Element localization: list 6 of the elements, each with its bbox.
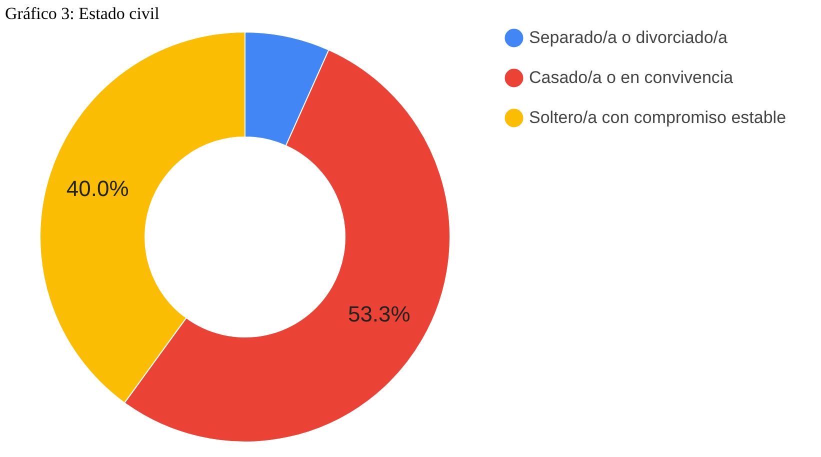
data-label: 53.3% — [348, 302, 410, 327]
legend-label: Separado/a o divorciado/a — [529, 28, 728, 47]
legend-label: Soltero/a con compromiso estable — [529, 108, 786, 127]
chart-title: Gráfico 3: Estado civil — [5, 4, 160, 23]
legend-label: Casado/a o en convivencia — [529, 68, 734, 87]
data-label: 40.0% — [66, 176, 129, 202]
